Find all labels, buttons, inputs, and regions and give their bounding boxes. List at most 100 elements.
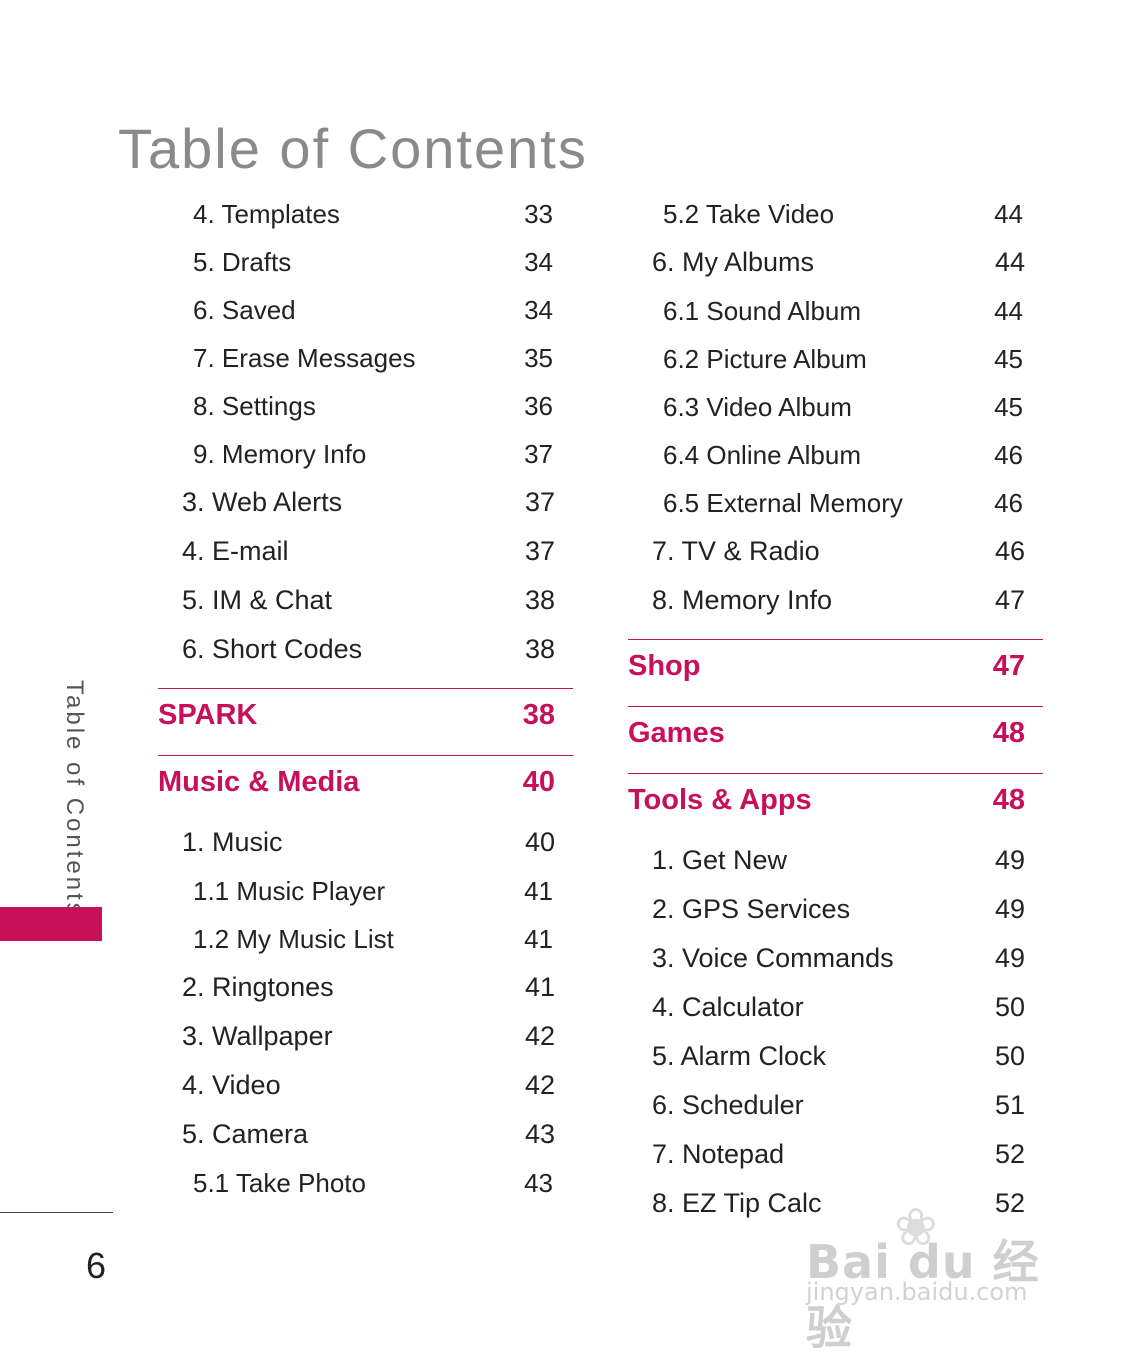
toc-entry[interactable]: 1. Music 40 [158,818,573,867]
toc-entry-page: 41 [524,876,553,906]
toc-entry[interactable]: 2. Ringtones 41 [158,963,573,1012]
toc-entry[interactable]: 2. GPS Services 49 [628,885,1043,934]
toc-entry-page: 46 [994,536,1025,566]
toc-entry-page: 34 [524,295,553,325]
toc-entry-page: 45 [994,344,1023,374]
toc-entry[interactable]: 1.1 Music Player 41 [158,867,573,915]
toc-entry-label: 4. Calculator [652,992,804,1022]
toc-entry-label: 5. Alarm Clock [652,1041,827,1071]
toc-entry[interactable]: 8. Memory Info 47 [628,576,1043,625]
toc-entry-label: 5. IM & Chat [182,585,333,615]
toc-entry-label: 1. Get New [652,845,788,875]
toc-entry-page: 38 [524,585,555,615]
toc-entry-page: 43 [524,1119,555,1149]
toc-entry-page: 52 [994,1188,1025,1218]
toc-section-page: 40 [522,765,555,798]
toc-entry-page: 34 [524,247,553,277]
toc-entry-label: 8. Settings [193,391,316,421]
toc-entry[interactable]: 8. Settings 36 [158,382,573,430]
toc-section-heading[interactable]: Music & Media 40 [158,755,573,808]
watermark-brand: Bai du 经验 [806,1235,1040,1355]
toc-entry[interactable]: 5. IM & Chat 38 [158,576,573,625]
toc-entry-page: 33 [524,199,553,229]
toc-entry-page: 52 [994,1139,1025,1169]
toc-entry[interactable]: 1.2 My Music List 41 [158,915,573,963]
toc-entry-label: 6. Saved [193,295,296,325]
toc-entry-page: 49 [994,845,1025,875]
toc-entry-page: 42 [524,1021,555,1051]
toc-entry[interactable]: 5.1 Take Photo 43 [158,1159,573,1207]
toc-entry[interactable]: 6.5 External Memory 46 [628,479,1043,527]
toc-section-heading[interactable]: Tools & Apps 48 [628,773,1043,826]
toc-section-heading[interactable]: Games 48 [628,706,1043,759]
toc-section-label: SPARK [158,698,258,731]
toc-entry[interactable]: 5. Alarm Clock 50 [628,1032,1043,1081]
toc-entry[interactable]: 9. Memory Info 37 [158,430,573,478]
toc-entry-page: 45 [994,392,1023,422]
toc-entry[interactable]: 6.2 Picture Album 45 [628,335,1043,383]
side-section-label: Table of Contents [61,680,88,918]
toc-column-right: 5.2 Take Video 44 6. My Albums 44 6.1 Sound … [628,190,1043,1228]
toc-entry[interactable]: 7. TV & Radio 46 [628,527,1043,576]
toc-entry-page: 37 [524,536,555,566]
toc-section-label: Tools & Apps [628,783,812,816]
toc-entry-page: 36 [524,391,553,421]
toc-entry[interactable]: 6. Short Codes 38 [158,625,573,674]
toc-entry-label: 6.4 Online Album [663,440,862,470]
toc-entry-label: 3. Wallpaper [182,1021,333,1051]
toc-entry-label: 1.2 My Music List [193,924,394,954]
toc-entry-label: 6.1 Sound Album [663,296,862,326]
toc-entry[interactable]: 6.1 Sound Album 44 [628,287,1043,335]
toc-entry-label: 6. My Albums [652,247,815,277]
toc-entry-label: 9. Memory Info [193,439,367,469]
toc-entry-label: 3. Voice Commands [652,943,894,973]
toc-section-heading[interactable]: SPARK 38 [158,688,573,741]
toc-entry[interactable]: 4. E-mail 37 [158,527,573,576]
toc-entry[interactable]: 3. Web Alerts 37 [158,478,573,527]
toc-entry-label: 5. Camera [182,1119,309,1149]
toc-entry[interactable]: 7. Notepad 52 [628,1130,1043,1179]
toc-entry-label: 6.2 Picture Album [663,344,867,374]
toc-entry[interactable]: 6. My Albums 44 [628,238,1043,287]
toc-entry-label: 7. Erase Messages [193,343,416,373]
toc-entry[interactable]: 3. Voice Commands 49 [628,934,1043,983]
toc-entry-page: 44 [994,199,1023,229]
toc-entry-page: 44 [994,247,1025,277]
toc-entry-page: 37 [524,487,555,517]
toc-section-page: 47 [992,649,1025,682]
toc-entry[interactable]: 1. Get New 49 [628,836,1043,885]
page-title: Table of Contents [118,116,588,180]
toc-entry[interactable]: 5. Drafts 34 [158,238,573,286]
page-number: 6 [86,1245,107,1286]
toc-entry-label: 2. Ringtones [182,972,334,1002]
toc-entry[interactable]: 6.3 Video Album 45 [628,383,1043,431]
toc-section-heading[interactable]: Shop 47 [628,639,1043,692]
toc-entry-label: 8. Memory Info [652,585,833,615]
toc-section-page: 48 [992,783,1025,816]
toc-entry-page: 41 [524,972,555,1002]
toc-entry-page: 40 [524,827,555,857]
toc-entry[interactable]: 6.4 Online Album 46 [628,431,1043,479]
toc-entry[interactable]: 4. Calculator 50 [628,983,1043,1032]
toc-entry-page: 42 [524,1070,555,1100]
toc-entry[interactable]: 3. Wallpaper 42 [158,1012,573,1061]
toc-entry[interactable]: 6. Scheduler 51 [628,1081,1043,1130]
toc-entry[interactable]: 5. Camera 43 [158,1110,573,1159]
toc-entry[interactable]: 7. Erase Messages 35 [158,334,573,382]
toc-entry-label: 5.2 Take Video [663,199,835,229]
toc-entry-label: 6. Scheduler [652,1090,804,1120]
toc-entry-label: 6.5 External Memory [663,488,903,518]
toc-entry-label: 4. Video [182,1070,281,1100]
toc-entry[interactable]: 8. EZ Tip Calc 52 [628,1179,1043,1228]
toc-entry-label: 4. Templates [193,199,340,229]
toc-entry-page: 41 [524,924,553,954]
toc-entry-label: 7. Notepad [652,1139,785,1169]
toc-entry-page: 49 [994,943,1025,973]
toc-entry[interactable]: 6. Saved 34 [158,286,573,334]
watermark-url: jingyan.baidu.com [806,1278,1028,1306]
toc-entry-label: 2. GPS Services [652,894,851,924]
toc-entry[interactable]: 5.2 Take Video 44 [628,190,1043,238]
toc-entry-label: 4. E-mail [182,536,289,566]
toc-entry[interactable]: 4. Templates 33 [158,190,573,238]
toc-entry[interactable]: 4. Video 42 [158,1061,573,1110]
